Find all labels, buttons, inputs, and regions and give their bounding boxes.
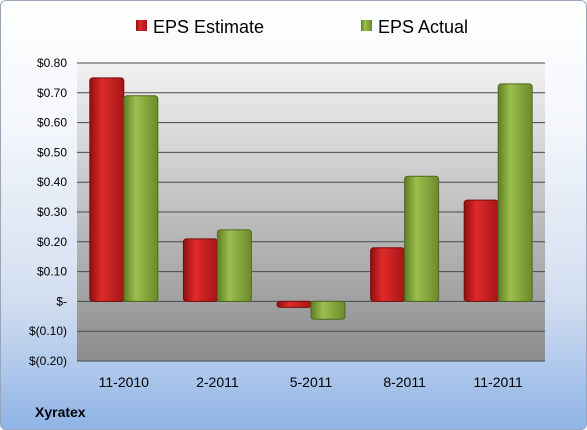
x-axis-ticks: 11-2010 2-2011 5-2011 8-2011 11-2011	[99, 374, 523, 390]
y-tick-label: $0.10	[37, 265, 67, 279]
bar-eps-actual	[497, 83, 533, 302]
x-tick-label: 5-2011	[290, 374, 333, 390]
bar-eps-estimate	[463, 199, 499, 302]
bar-eps-estimate	[276, 300, 312, 308]
company-name: Xyratex	[35, 404, 86, 420]
bar-eps-estimate	[370, 247, 406, 302]
legend-swatch-actual	[361, 20, 372, 31]
legend-label-estimate: EPS Estimate	[153, 17, 264, 37]
bar-eps-estimate	[89, 77, 125, 302]
y-tick-label: $0.40	[37, 175, 67, 189]
y-axis-ticks: $0.80 $0.70 $0.60 $0.50 $0.40 $0.30 $0.20 $0.10…	[29, 56, 67, 368]
y-tick-label: $-	[56, 294, 67, 308]
x-tick-label: 11-2011	[474, 374, 524, 390]
x-tick-label: 8-2011	[383, 374, 426, 390]
bars	[89, 77, 533, 320]
y-tick-label: $(0.20)	[29, 354, 67, 368]
bar-eps-actual	[216, 229, 252, 302]
bar-eps-estimate	[182, 238, 218, 302]
bar-eps-actual	[123, 95, 159, 302]
legend-swatch-estimate	[136, 20, 147, 31]
y-tick-label: $0.80	[37, 56, 67, 70]
bar-eps-actual	[310, 300, 346, 320]
legend: EPS Estimate EPS Actual	[136, 17, 468, 37]
x-tick-label: 11-2010	[99, 374, 150, 390]
y-tick-label: $0.20	[37, 235, 67, 249]
bar-eps-actual	[404, 175, 440, 302]
y-tick-label: $0.60	[37, 116, 67, 130]
y-tick-label: $(0.10)	[29, 324, 67, 338]
x-tick-label: 2-2011	[196, 374, 239, 390]
y-tick-label: $0.50	[37, 145, 67, 159]
legend-label-actual: EPS Actual	[378, 17, 468, 37]
y-tick-label: $0.70	[37, 86, 67, 100]
y-tick-label: $0.30	[37, 205, 67, 219]
